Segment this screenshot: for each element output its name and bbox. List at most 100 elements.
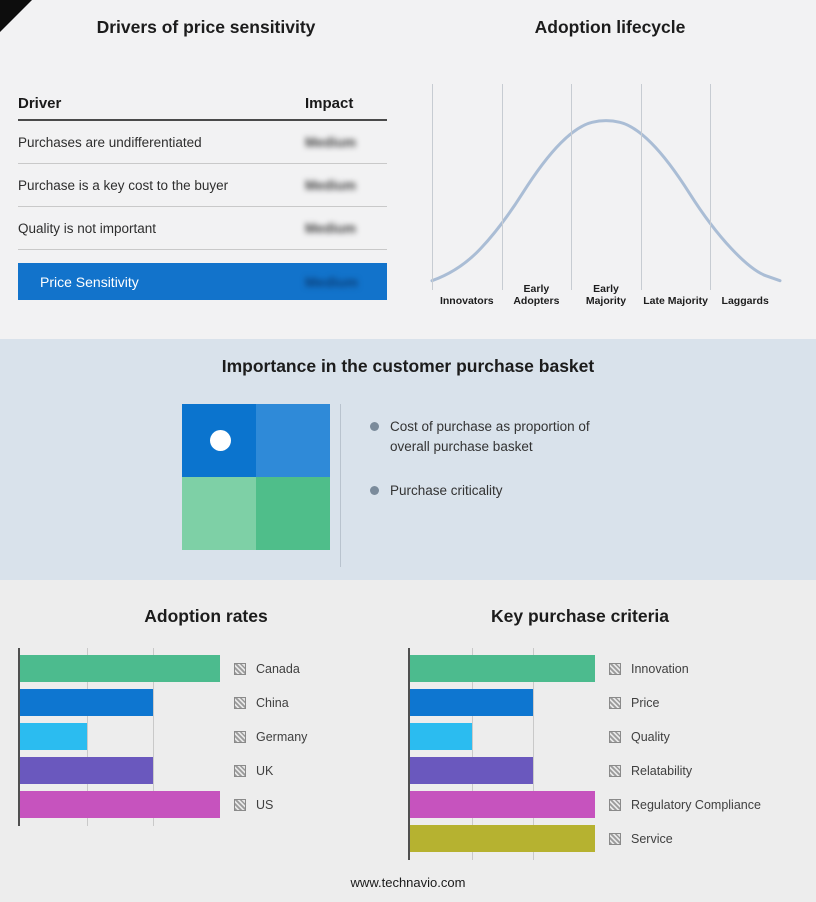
bar-row — [20, 655, 220, 682]
legend-swatch-icon — [234, 764, 246, 777]
footer-url: www.technavio.com — [350, 875, 466, 890]
quadrant-bottom-left — [182, 477, 256, 550]
bar-row — [410, 655, 595, 682]
driver-label: Quality is not important — [18, 220, 157, 236]
bar-row — [20, 689, 220, 716]
lifecycle-stage-label: Laggards — [721, 294, 769, 307]
bullet-text: Purchase criticality — [390, 483, 503, 499]
column-header-driver: Driver — [18, 95, 62, 112]
bar-uk — [20, 757, 154, 784]
bar-row — [410, 757, 595, 784]
lifecycle-gridline — [710, 84, 712, 290]
lifecycle-stage-labels: Innovators Early Adopters Early Majority La… — [432, 280, 780, 307]
bar-row — [20, 791, 220, 818]
legend-swatch-icon — [609, 696, 621, 709]
legend-label: Germany — [256, 729, 308, 744]
legend-label: Price — [631, 695, 660, 710]
key-purchase-criteria-title: Key purchase criteria — [490, 606, 669, 626]
quadrant-axis-line — [340, 404, 341, 567]
position-dot-icon — [210, 430, 231, 451]
legend-item-relatability: Relatability — [609, 757, 761, 784]
key-purchase-criteria-chart — [408, 648, 595, 860]
bar-service — [410, 825, 595, 852]
bar-row — [410, 825, 595, 852]
legend-label: Quality — [631, 729, 670, 744]
impact-value-blurred: Medium — [305, 220, 357, 236]
key-purchase-criteria-legend: Innovation Price Quality Relatability Regula… — [609, 648, 761, 859]
bar-quality — [410, 723, 472, 750]
legend-label: Relatability — [631, 763, 693, 778]
driver-row: Purchases are undifferentiated Medium — [18, 121, 387, 164]
lifecycle-panel-title: Adoption lifecycle — [534, 17, 686, 37]
drivers-table-header: Driver Impact — [18, 88, 387, 121]
bar-china — [20, 689, 154, 716]
drivers-table: Driver Impact Purchases are undifferenti… — [18, 88, 387, 300]
quadrant-top-right — [256, 404, 330, 477]
bullet-item: Cost of purchase as proportion of overal… — [370, 417, 640, 456]
legend-item-china: China — [234, 689, 307, 716]
adoption-rates-chart — [18, 648, 220, 826]
bullet-icon — [370, 422, 379, 431]
legend-item-regulatory-compliance: Regulatory Compliance — [609, 791, 761, 818]
purchase-basket-band — [0, 339, 816, 580]
lifecycle-gridline — [501, 84, 503, 290]
bullet-text: Cost of purchase as proportion of overal… — [390, 419, 590, 454]
lifecycle-stage-label: Early Majority — [585, 282, 627, 307]
adoption-rates-title: Adoption rates — [144, 606, 268, 626]
lifecycle-gridline — [640, 84, 642, 290]
legend-item-germany: Germany — [234, 723, 307, 750]
legend-label: Innovation — [631, 661, 689, 676]
bell-curve-path — [430, 119, 782, 283]
lifecycle-stage-label: Innovators — [439, 294, 494, 307]
lifecycle-gridline — [432, 84, 433, 290]
legend-swatch-icon — [609, 662, 621, 675]
legend-label: UK — [256, 763, 274, 778]
legend-swatch-icon — [609, 832, 621, 845]
legend-label: US — [256, 797, 274, 812]
legend-swatch-icon — [234, 696, 246, 709]
legend-item-price: Price — [609, 689, 761, 716]
bar-price — [410, 689, 534, 716]
bar-row — [20, 757, 220, 784]
legend-label: Regulatory Compliance — [631, 797, 761, 812]
column-header-impact: Impact — [305, 95, 354, 112]
quadrant-top-left — [182, 404, 256, 477]
basket-bullet-list: Cost of purchase as proportion of overal… — [370, 417, 640, 526]
bullet-icon — [370, 486, 379, 496]
legend-swatch-icon — [609, 798, 621, 811]
corner-fold-icon — [0, 0, 32, 32]
legend-label: China — [256, 695, 289, 710]
legend-swatch-icon — [609, 764, 621, 777]
legend-item-us: US — [234, 791, 307, 818]
impact-value-blurred: Medium — [305, 177, 357, 193]
driver-label: Purchase is a key cost to the buyer — [18, 177, 229, 193]
legend-item-service: Service — [609, 825, 761, 852]
lifecycle-stage-label: Early Adopters — [513, 282, 560, 307]
legend-label: Canada — [256, 661, 300, 676]
legend-swatch-icon — [234, 730, 246, 743]
adoption-rates-legend: Canada China Germany UK US — [234, 648, 307, 825]
bar-row — [410, 689, 595, 716]
bar-germany — [20, 723, 87, 750]
gridline — [533, 648, 535, 860]
legend-item-quality: Quality — [609, 723, 761, 750]
bar-row — [410, 723, 595, 750]
legend-item-canada: Canada — [234, 655, 307, 682]
legend-item-innovation: Innovation — [609, 655, 761, 682]
purchase-basket-quadrant — [182, 404, 330, 550]
legend-swatch-icon — [609, 730, 621, 743]
drivers-panel-title: Drivers of price sensitivity — [96, 17, 316, 37]
bar-canada — [20, 655, 220, 682]
lifecycle-chart — [430, 84, 782, 290]
bell-curve — [430, 119, 782, 283]
bar-row — [410, 791, 595, 818]
driver-row: Quality is not important Medium — [18, 207, 387, 250]
legend-swatch-icon — [234, 662, 246, 675]
bar-us — [20, 791, 220, 818]
gridline — [153, 648, 155, 826]
legend-label: Service — [631, 831, 673, 846]
bar-innovation — [410, 655, 595, 682]
driver-label: Purchases are undifferentiated — [18, 134, 202, 150]
quadrant-bottom-right — [256, 477, 330, 550]
